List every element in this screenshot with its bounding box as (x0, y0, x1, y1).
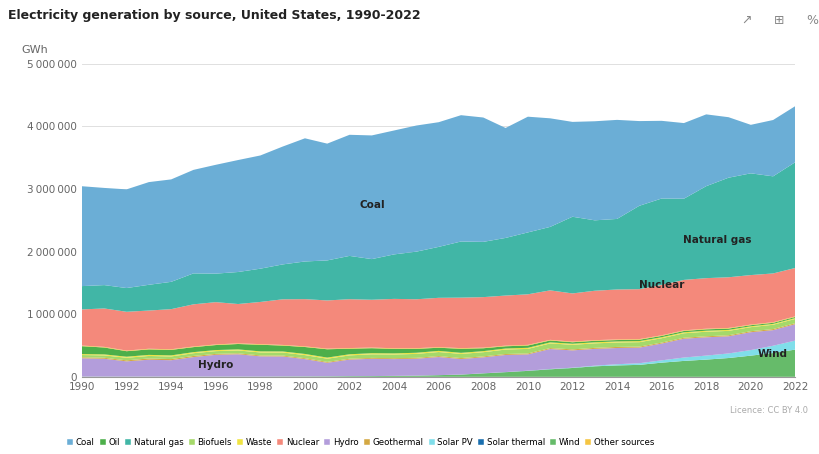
Text: Natural gas: Natural gas (682, 235, 751, 245)
Text: ⊞: ⊞ (773, 14, 783, 27)
Text: ↗: ↗ (740, 14, 750, 27)
Text: Licence: CC BY 4.0: Licence: CC BY 4.0 (729, 406, 807, 415)
Legend: Coal, Oil, Natural gas, Biofuels, Waste, Nuclear, Hydro, Geothermal, Solar PV, S: Coal, Oil, Natural gas, Biofuels, Waste,… (67, 439, 654, 448)
Text: GWh: GWh (21, 45, 48, 55)
Text: %: % (805, 14, 817, 27)
Text: Hydro: Hydro (198, 360, 233, 370)
Text: Coal: Coal (359, 199, 384, 210)
Text: Nuclear: Nuclear (638, 280, 684, 290)
Text: Wind: Wind (758, 349, 787, 359)
Text: Electricity generation by source, United States, 1990-2022: Electricity generation by source, United… (8, 9, 420, 22)
